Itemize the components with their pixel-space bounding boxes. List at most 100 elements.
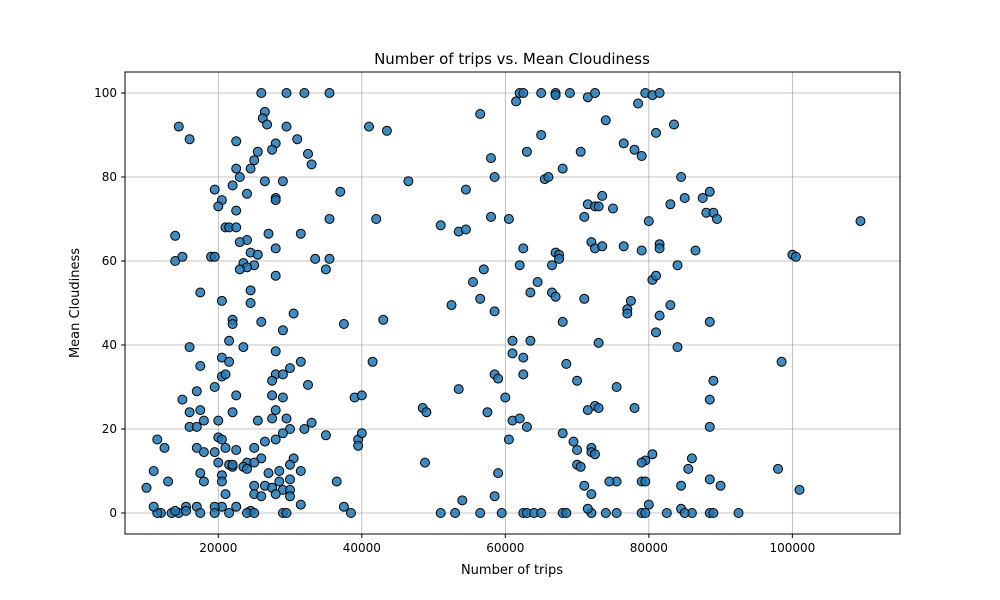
data-point (285, 474, 295, 485)
data-point (500, 392, 511, 403)
data-point (590, 88, 600, 98)
y-tick-label: 80 (102, 170, 117, 184)
data-point (270, 195, 281, 206)
data-point (636, 245, 647, 256)
data-point (572, 375, 583, 386)
data-point (234, 237, 245, 248)
data-point (460, 224, 471, 235)
data-point (306, 159, 317, 170)
data-point (159, 442, 170, 453)
data-point (198, 447, 209, 458)
data-point (364, 121, 374, 132)
data-point (493, 468, 504, 479)
data-point (249, 457, 260, 468)
data-point (270, 405, 281, 416)
data-point (654, 88, 665, 98)
data-point (209, 251, 220, 262)
y-axis-ticks: 0 20 40 60 80 100 (94, 86, 125, 520)
data-point (547, 260, 557, 271)
data-point (281, 508, 292, 518)
data-point (184, 342, 195, 353)
data-point (295, 228, 306, 239)
data-point (152, 434, 163, 445)
data-point (191, 386, 202, 397)
data-point (338, 319, 349, 329)
data-point (600, 115, 611, 126)
data-point (270, 434, 281, 445)
data-point (794, 484, 805, 495)
data-point (231, 390, 242, 401)
data-point (249, 508, 260, 518)
data-point (611, 382, 622, 392)
data-point (468, 277, 478, 287)
data-point (579, 480, 590, 491)
data-point (575, 461, 586, 472)
data-point (486, 211, 496, 222)
data-point (593, 403, 604, 413)
data-point (220, 489, 231, 500)
data-point (281, 413, 292, 424)
data-point (536, 130, 547, 140)
data-point (227, 180, 238, 191)
data-point (270, 243, 281, 254)
data-point (697, 193, 708, 203)
data-point (285, 363, 295, 374)
data-point (195, 361, 206, 371)
data-point (285, 459, 295, 470)
data-point (704, 394, 715, 405)
data-point (303, 379, 313, 390)
data-point (224, 335, 235, 346)
data-point (511, 96, 522, 107)
data-point (170, 505, 181, 516)
y-tick-label: 100 (94, 86, 117, 100)
data-point (590, 449, 600, 460)
data-point (543, 172, 554, 182)
data-point (618, 138, 629, 149)
data-point (277, 428, 288, 439)
data-point (227, 407, 238, 418)
data-point (676, 480, 687, 491)
data-point (346, 508, 356, 518)
data-point (715, 480, 726, 491)
data-point (331, 476, 342, 487)
x-tick-label: 60000 (486, 541, 524, 555)
data-point (295, 356, 306, 367)
data-point (593, 337, 604, 348)
data-point (198, 415, 209, 426)
data-point (503, 434, 514, 445)
data-point (651, 270, 661, 281)
data-point (256, 491, 267, 502)
chart-title: Number of trips vs. Mean Cloudiness (374, 50, 650, 68)
data-point (654, 243, 665, 254)
data-point (457, 495, 468, 506)
data-point (213, 201, 224, 212)
data-point (198, 476, 209, 487)
data-point (686, 453, 697, 464)
data-point (324, 88, 335, 98)
data-point (676, 172, 687, 182)
data-point (213, 457, 224, 468)
plot-frame (124, 71, 901, 535)
data-point (277, 369, 288, 380)
data-point (572, 445, 583, 455)
data-point (356, 390, 367, 401)
data-point (195, 468, 206, 479)
data-point (554, 253, 565, 264)
data-point (231, 136, 242, 147)
data-point (184, 407, 195, 418)
data-point (654, 310, 665, 321)
data-point (220, 442, 231, 453)
data-point (295, 499, 306, 510)
data-point (267, 144, 278, 155)
data-point (636, 457, 647, 468)
data-point (557, 428, 568, 439)
data-point (320, 430, 331, 441)
data-point (252, 249, 263, 260)
data-point (303, 148, 313, 159)
data-point (148, 466, 159, 476)
data-point (209, 508, 220, 518)
x-tick-label: 100000 (769, 541, 815, 555)
data-point (453, 384, 464, 395)
